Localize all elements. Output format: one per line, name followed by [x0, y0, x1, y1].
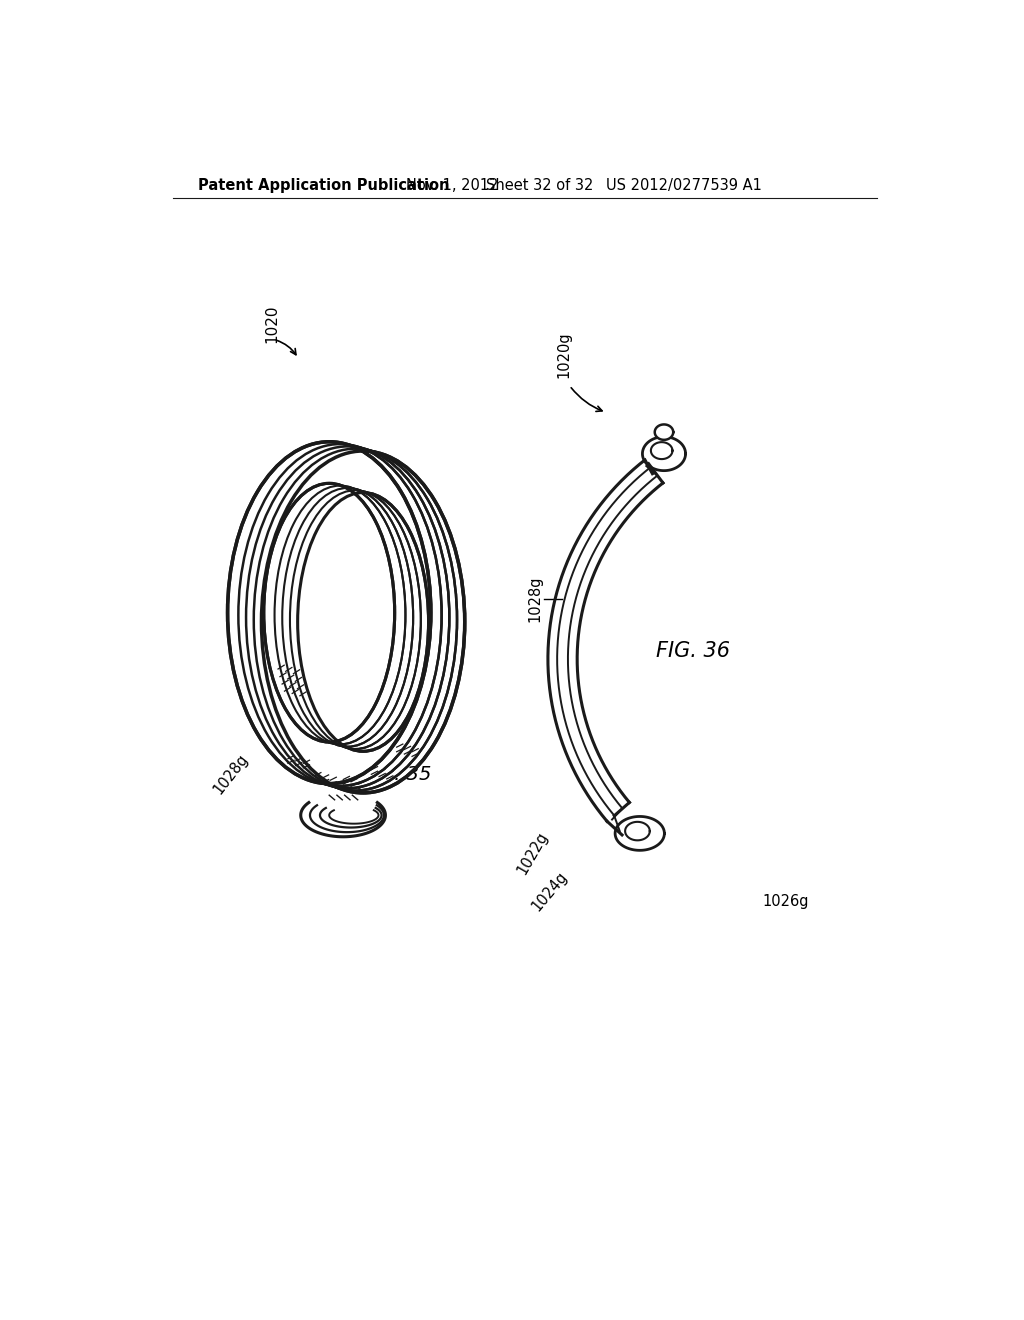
- Ellipse shape: [283, 488, 413, 747]
- Text: 1020g: 1020g: [556, 331, 571, 378]
- Ellipse shape: [246, 446, 450, 788]
- Text: 1024g: 1024g: [528, 869, 570, 913]
- Ellipse shape: [274, 486, 406, 744]
- Text: Sheet 32 of 32: Sheet 32 of 32: [486, 178, 594, 193]
- Text: 1026g: 1026g: [762, 894, 809, 909]
- Ellipse shape: [239, 444, 441, 785]
- Ellipse shape: [254, 449, 457, 791]
- Text: Nov. 1, 2012: Nov. 1, 2012: [407, 178, 499, 193]
- Text: 1028g: 1028g: [527, 576, 542, 622]
- Text: FIG. 35: FIG. 35: [361, 764, 431, 784]
- Text: 1022g: 1022g: [514, 829, 550, 876]
- Ellipse shape: [298, 492, 429, 751]
- Polygon shape: [642, 437, 685, 471]
- Polygon shape: [651, 442, 673, 459]
- Ellipse shape: [261, 451, 465, 793]
- Text: Patent Application Publication: Patent Application Publication: [199, 178, 450, 193]
- Text: FIG. 36: FIG. 36: [655, 642, 730, 661]
- Polygon shape: [625, 822, 650, 841]
- Text: 1028g: 1028g: [211, 751, 251, 797]
- Ellipse shape: [227, 442, 431, 784]
- Ellipse shape: [290, 490, 421, 748]
- Polygon shape: [654, 425, 673, 440]
- Text: 1020: 1020: [264, 305, 279, 343]
- Ellipse shape: [264, 483, 394, 742]
- Polygon shape: [615, 817, 665, 850]
- Text: US 2012/0277539 A1: US 2012/0277539 A1: [606, 178, 762, 193]
